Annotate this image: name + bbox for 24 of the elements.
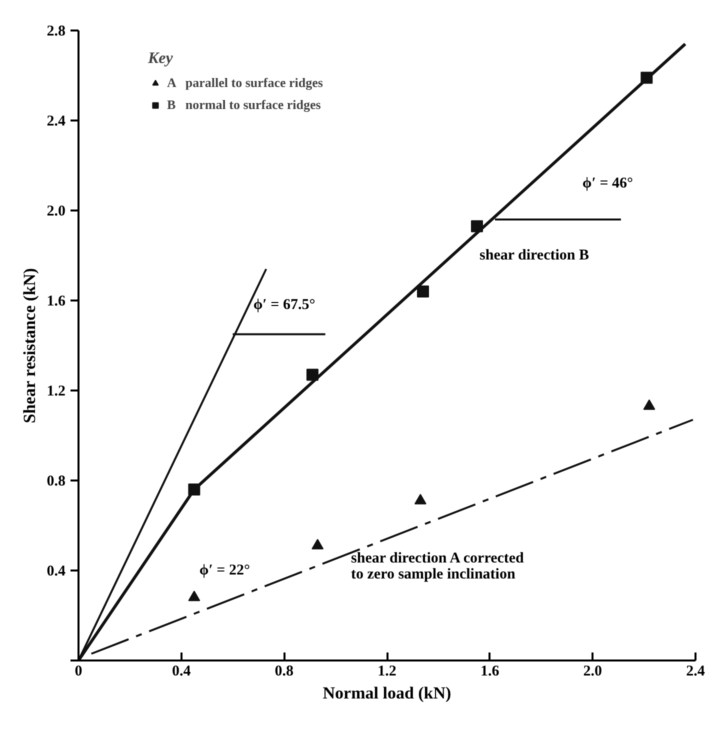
x-tick-label: 0 [74, 664, 82, 680]
annotation: ϕ′ = 67.5° [253, 297, 316, 313]
y-tick-label: 0.4 [46, 564, 66, 580]
annotation: ϕ′ = 46° [582, 176, 634, 192]
legend-label: A parallel to surface ridges [167, 74, 323, 92]
annotation: ϕ′ = 22° [199, 562, 250, 578]
x-tick-label: 2.4 [686, 664, 706, 680]
y-tick-label: 1.6 [46, 294, 66, 310]
y-tick-label: 0.8 [46, 474, 66, 490]
y-axis-title: Shear resistance (kN) [20, 268, 39, 424]
legend-label: B normal to surface ridges [167, 96, 321, 114]
x-tick-label: 1.2 [378, 664, 396, 680]
x-tick-label: 0.8 [274, 664, 294, 680]
y-tick-label: 2.8 [46, 24, 66, 40]
annotation: shear direction A corrected to zero sample inclination [351, 550, 525, 582]
annotation: shear direction B [480, 248, 590, 264]
legend-title: Key [148, 50, 174, 68]
x-axis-title: Normal load (kN) [322, 684, 452, 702]
x-tick-label: 0.4 [172, 664, 192, 680]
y-tick-label: 2.4 [46, 114, 66, 130]
x-tick-label: 1.6 [480, 664, 500, 680]
y-tick-label: 2.0 [46, 204, 66, 220]
y-tick-label: 1.2 [46, 384, 66, 400]
x-tick-label: 2.0 [583, 664, 602, 680]
